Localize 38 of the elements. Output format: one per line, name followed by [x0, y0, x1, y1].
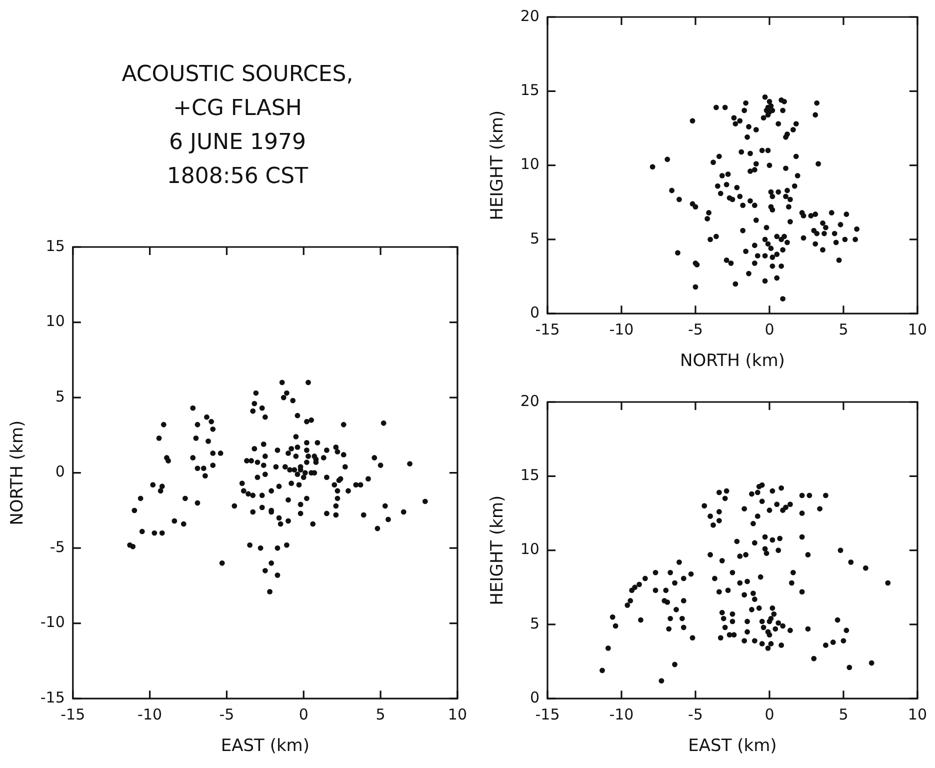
y-tick-label: 10: [520, 155, 540, 174]
x-tick-label: 10: [448, 705, 468, 724]
y-tick-label: 5: [530, 229, 540, 248]
y-tick-label: 15: [520, 466, 540, 484]
y-tick-label: -10: [40, 613, 65, 632]
chart-title: ACOUSTIC SOURCES, +CG FLASH 6 JUNE 1979 1808:56 CST: [120, 61, 354, 191]
y-tick-label: 0: [530, 303, 540, 322]
y-tick-label: -15: [40, 688, 65, 706]
x-axis-title: EAST (km): [220, 736, 310, 756]
y-tick-label: 0: [530, 688, 540, 706]
x-tick-label: 0: [298, 705, 308, 724]
x-tick-label: -10: [609, 705, 634, 724]
x-tick-label: 5: [838, 705, 848, 724]
x-tick-label: -10: [609, 320, 634, 338]
y-tick-label: 5: [55, 387, 65, 406]
x-tick-label: 5: [838, 320, 848, 338]
y-tick-label: 15: [46, 236, 65, 255]
y-axis-title: HEIGHT (km): [488, 495, 508, 606]
x-tick-label: -10: [138, 705, 162, 724]
x-tick-label: 10: [908, 320, 928, 338]
x-axis-title: EAST (km): [688, 736, 777, 756]
y-tick-label: 5: [530, 614, 540, 632]
y-tick-label: 20: [520, 6, 540, 25]
x-tick-label: 10: [908, 705, 928, 724]
x-tick-label: -5: [219, 705, 234, 724]
y-axis-title: NORTH (km): [8, 420, 28, 526]
x-tick-label: -5: [688, 705, 703, 724]
x-tick-label: 0: [764, 705, 774, 724]
y-tick-label: 0: [55, 462, 65, 481]
x-tick-label: -5: [688, 320, 703, 338]
y-tick-label: 15: [520, 81, 540, 100]
y-tick-label: 10: [520, 540, 540, 558]
x-tick-label: 5: [376, 705, 386, 724]
x-tick-label: 0: [764, 320, 774, 338]
y-tick-label: 20: [520, 392, 540, 410]
y-tick-label: -5: [50, 538, 65, 556]
x-axis-title: NORTH (km): [680, 351, 785, 372]
y-axis-title: HEIGHT (km): [488, 110, 508, 220]
